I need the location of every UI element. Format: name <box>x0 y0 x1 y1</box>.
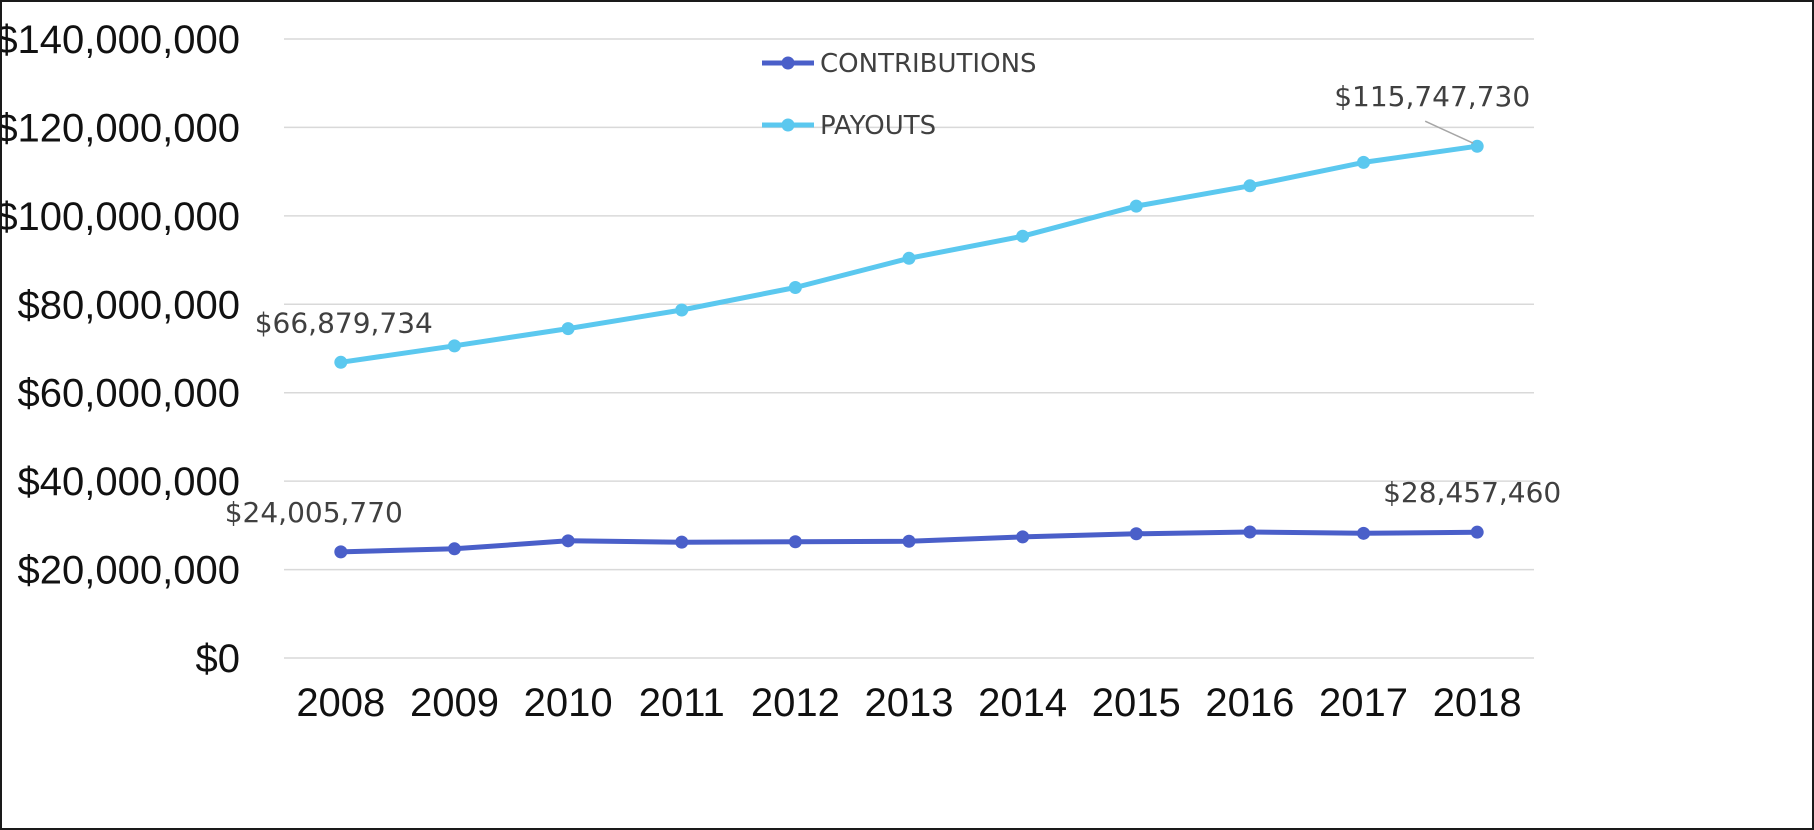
grid-lines <box>284 38 1534 659</box>
data-point <box>447 339 461 353</box>
data-point <box>1016 229 1030 243</box>
data-point <box>334 545 348 559</box>
data-point <box>1470 525 1484 539</box>
y-tick-label: $100,000,000 <box>2 195 240 239</box>
x-tick-label: 2014 <box>978 681 1067 725</box>
data-point <box>788 280 802 294</box>
data-point <box>1129 527 1143 541</box>
data-label: $24,005,770 <box>225 496 403 529</box>
legend: CONTRIBUTIONS PAYOUTS <box>762 49 1037 141</box>
data-point <box>902 251 916 265</box>
data-point <box>561 322 575 336</box>
x-tick-label: 2011 <box>639 681 725 725</box>
data-point <box>1016 530 1030 544</box>
data-point <box>447 542 461 556</box>
x-tick-label: 2010 <box>524 681 613 725</box>
x-tick-label: 2013 <box>865 681 954 725</box>
x-tick-label: 2008 <box>296 681 385 725</box>
y-tick-label: $120,000,000 <box>2 106 240 150</box>
y-tick-label: $60,000,000 <box>18 372 240 416</box>
y-tick-label: $80,000,000 <box>18 283 240 327</box>
y-tick-label: $20,000,000 <box>18 549 240 593</box>
legend-label: CONTRIBUTIONS <box>820 49 1037 79</box>
legend-swatch-marker <box>781 118 795 132</box>
data-point <box>675 535 689 549</box>
data-point <box>561 534 575 548</box>
legend-swatch-marker <box>781 56 795 70</box>
series-group <box>334 139 1484 559</box>
legend-label: PAYOUTS <box>820 111 936 141</box>
x-tick-label: 2018 <box>1433 681 1522 725</box>
x-tick-label: 2017 <box>1319 681 1408 725</box>
x-tick-label: 2016 <box>1205 681 1294 725</box>
data-labels: $24,005,770 $28,457,460 $66,879,734 $115,74… <box>225 80 1562 529</box>
y-tick-label: $40,000,000 <box>18 460 240 504</box>
x-axis: 2008 2009 2010 2011 2012 2013 2014 2015 2016 2017… <box>296 681 1521 725</box>
x-tick-label: 2015 <box>1092 681 1181 725</box>
data-point <box>1243 179 1257 193</box>
data-label: $28,457,460 <box>1383 476 1561 509</box>
data-label: $115,747,730 <box>1334 80 1530 113</box>
data-point <box>1243 525 1257 539</box>
data-point <box>1357 526 1371 540</box>
data-label: $66,879,734 <box>255 306 433 339</box>
data-point <box>788 535 802 549</box>
y-axis: $0 $20,000,000 $40,000,000 $60,000,000 $80,0… <box>2 18 240 681</box>
data-point <box>902 534 916 548</box>
x-tick-label: 2012 <box>751 681 840 725</box>
data-point <box>1470 139 1484 153</box>
data-point <box>1357 155 1371 169</box>
x-tick-label: 2009 <box>410 681 499 725</box>
y-tick-label: $0 <box>196 637 241 681</box>
leader-line <box>1424 120 1474 144</box>
data-point <box>1129 199 1143 213</box>
y-tick-label: $140,000,000 <box>2 18 240 62</box>
data-point <box>675 303 689 317</box>
data-point <box>334 355 348 369</box>
